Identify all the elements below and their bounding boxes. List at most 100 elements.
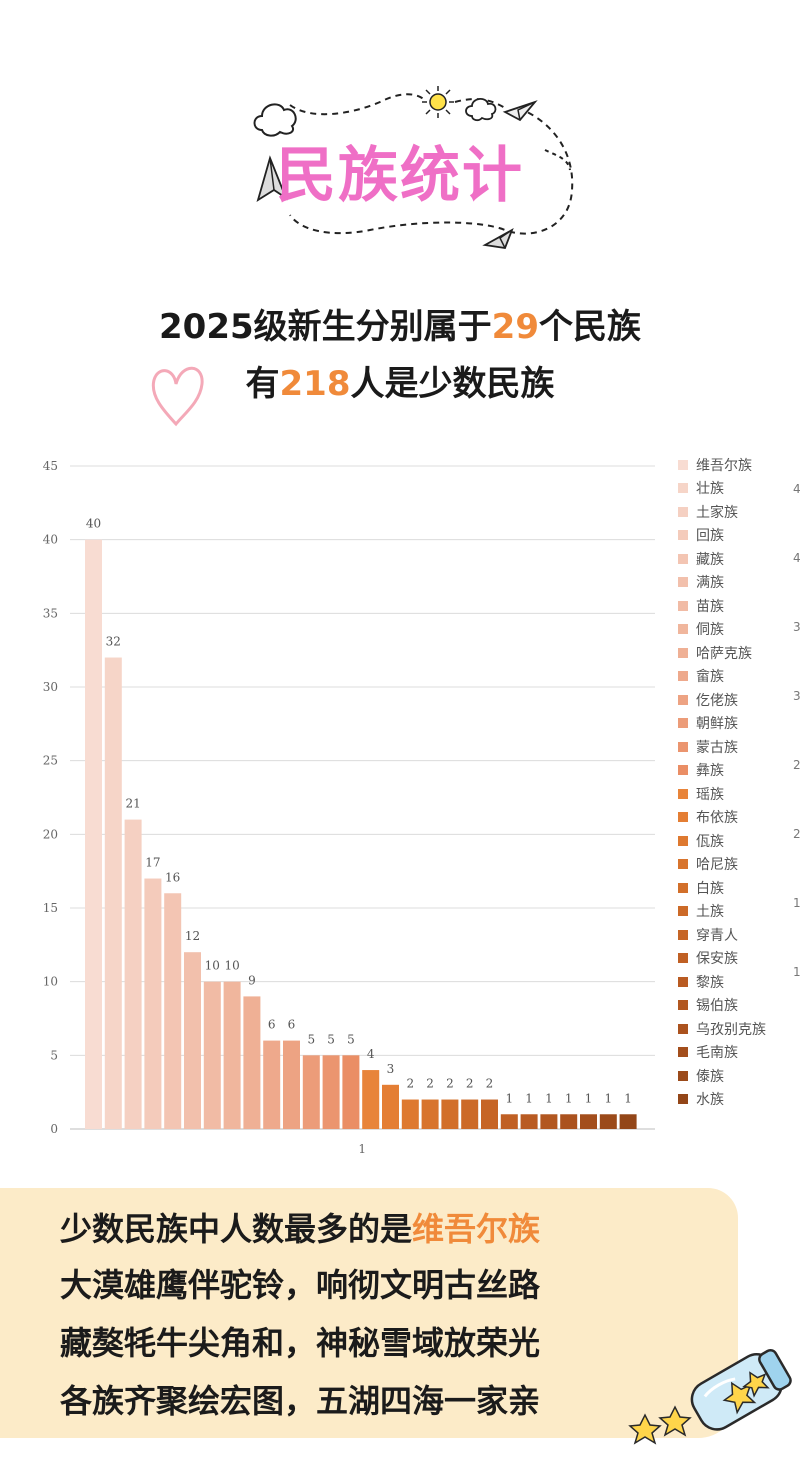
y-tick-label: 10	[43, 975, 58, 989]
legend-item: 彝族	[678, 759, 800, 783]
y-tick-label: 35	[43, 606, 58, 620]
legend-swatch	[678, 1023, 688, 1034]
data-label: 4	[367, 1047, 375, 1061]
legend-swatch	[678, 765, 688, 776]
legend-item: 壮族	[678, 477, 800, 501]
y-tick-label: 25	[43, 754, 58, 768]
conclusion-line: 少数民族中人数最多的是维吾尔族	[60, 1206, 540, 1252]
bar	[599, 1114, 617, 1129]
legend-swatch	[678, 976, 688, 987]
conclusion-highlight: 维吾尔族	[412, 1210, 541, 1248]
bar	[302, 1055, 320, 1129]
cut-tick: 4	[793, 551, 800, 565]
legend-item: 乌孜别克族	[678, 1017, 800, 1041]
legend-swatch	[678, 600, 688, 611]
legend-label: 布依族	[696, 810, 738, 827]
legend-label: 锡伯族	[696, 998, 738, 1015]
legend-label: 仡佬族	[696, 692, 738, 709]
bar	[223, 981, 241, 1129]
legend-label: 黎族	[696, 974, 724, 991]
paper-plane-icon	[256, 155, 288, 203]
chart-legend: 维吾尔族 壮族 土家族 回族 藏族 满族 苗族 侗族 哈萨克族 畲族 仡佬族 朝鲜族 蒙古族 彝族 瑶族 布依…	[678, 453, 800, 1111]
legend-label: 毛南族	[696, 1045, 738, 1062]
data-label: 1	[505, 1091, 513, 1105]
bar	[619, 1114, 637, 1129]
legend-item: 锡伯族	[678, 994, 800, 1018]
legend-swatch	[678, 953, 688, 964]
paper-plane-icon	[482, 228, 514, 249]
summary-text: 个民族	[538, 307, 641, 347]
data-label: 32	[106, 635, 121, 649]
cloud-icon	[253, 103, 297, 137]
legend-item: 水族	[678, 1088, 800, 1112]
heart-icon	[151, 366, 204, 427]
legend-swatch	[678, 459, 688, 470]
legend-item: 畲族	[678, 665, 800, 689]
legend-item: 侗族	[678, 618, 800, 642]
legend-swatch	[678, 929, 688, 940]
bar	[164, 893, 182, 1129]
star-icon	[658, 1405, 692, 1437]
legend-swatch	[678, 1094, 688, 1105]
data-label: 1	[525, 1091, 533, 1105]
legend-label: 满族	[696, 575, 724, 592]
legend-swatch	[678, 624, 688, 635]
bar	[263, 1040, 281, 1129]
legend-swatch	[678, 1070, 688, 1081]
conclusion-card	[0, 1188, 738, 1438]
bar	[441, 1099, 459, 1129]
star-icon	[628, 1413, 662, 1445]
legend-item: 仡佬族	[678, 688, 800, 712]
summary-line-1: 2025级新生分别属于29个民族	[0, 305, 800, 349]
bar	[401, 1099, 419, 1129]
summary-line-2: 有218人是少数民族	[0, 362, 800, 406]
data-label: 40	[86, 517, 101, 531]
bar	[283, 1040, 300, 1129]
cut-tick: 2	[793, 758, 800, 772]
summary-text: 人是少数民族	[350, 364, 555, 404]
sun-icon	[422, 86, 454, 118]
bar-chart: 0 5 10 15 20 25 30 35 40 45 40 32 21 17 16 12 10 10 9 6 6 5 5 5…	[0, 440, 800, 1160]
data-label: 2	[446, 1077, 454, 1091]
y-tick-label: 5	[50, 1048, 58, 1062]
legend-swatch	[678, 812, 688, 823]
data-label: 10	[224, 959, 239, 973]
y-tick-label: 45	[43, 459, 58, 473]
bar	[124, 819, 142, 1129]
bar	[362, 1070, 380, 1129]
legend-label: 穿青人	[696, 927, 738, 944]
star-jar-icon	[628, 1348, 792, 1445]
legend-label: 白族	[696, 880, 724, 897]
data-label: 2	[426, 1077, 434, 1091]
legend-item: 白族	[678, 876, 800, 900]
bar	[322, 1055, 340, 1129]
legend-swatch	[678, 1047, 688, 1058]
legend-swatch	[678, 835, 688, 846]
data-label: 12	[185, 929, 200, 943]
data-label: 10	[205, 959, 220, 973]
data-label: 6	[268, 1018, 276, 1032]
legend-item: 朝鲜族	[678, 712, 800, 736]
legend-swatch	[678, 530, 688, 541]
data-label: 3	[387, 1062, 395, 1076]
bar	[382, 1084, 399, 1129]
y-tick-label: 40	[43, 533, 58, 547]
legend-swatch	[678, 788, 688, 799]
data-label: 5	[307, 1032, 315, 1046]
legend-item: 哈萨克族	[678, 641, 800, 665]
legend-item: 傣族	[678, 1064, 800, 1088]
legend-item: 土族	[678, 900, 800, 924]
legend-item: 回族	[678, 524, 800, 548]
summary-number: 218	[279, 364, 351, 404]
legend-item: 苗族	[678, 594, 800, 618]
legend-swatch	[678, 882, 688, 893]
data-label: 1	[604, 1091, 612, 1105]
legend-label: 朝鲜族	[696, 716, 738, 733]
y-tick-label: 20	[43, 827, 58, 841]
legend-label: 乌孜别克族	[696, 1021, 766, 1038]
bar	[203, 981, 221, 1129]
legend-label: 瑶族	[696, 786, 724, 803]
bar	[85, 539, 102, 1129]
legend-swatch	[678, 553, 688, 564]
cut-tick: 3	[793, 689, 800, 703]
